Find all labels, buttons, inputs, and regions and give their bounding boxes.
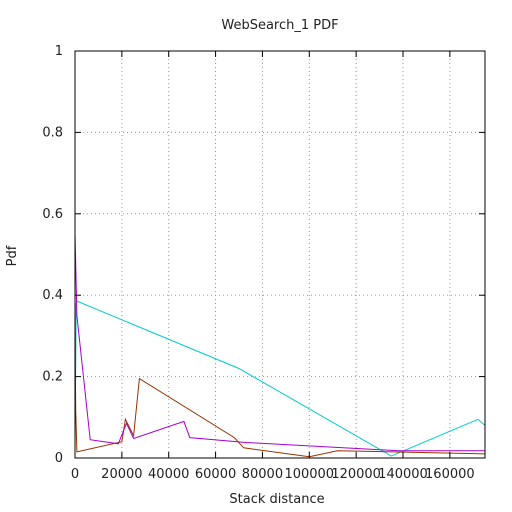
chart-title: WebSearch_1 PDF [221, 18, 338, 33]
y-tick-label: 0 [55, 451, 63, 466]
x-tick-label: 40000 [148, 467, 189, 482]
y-tick-label: 0.4 [42, 288, 63, 303]
x-tick-label: 0 [71, 467, 79, 482]
chart-grid [75, 51, 485, 458]
y-tick-label: 1 [55, 44, 63, 59]
chart-series-group [74, 234, 486, 458]
x-tick-label: 100000 [284, 467, 334, 482]
plot-frame [74, 50, 486, 459]
chart-ticks: 0 20000 40000 60000 80000 1000001200001400001… [42, 44, 485, 482]
y-tick-label: 0.8 [42, 125, 63, 140]
x-tick-label: 120000 [331, 467, 381, 482]
x-tick-label: 20000 [101, 467, 142, 482]
series-line-3 [74, 234, 485, 452]
y-axis-label: Pdf [5, 245, 20, 266]
x-tick-label: 140000 [378, 467, 428, 482]
x-tick-label: 80000 [242, 467, 283, 482]
x-tick-label: 160000 [425, 467, 475, 482]
y-tick-label: 0.2 [42, 370, 63, 385]
y-tick-label: 0.6 [42, 207, 63, 222]
series-line-2 [74, 323, 486, 458]
x-axis-label: Stack distance [229, 492, 324, 507]
x-tick-label: 60000 [195, 467, 236, 482]
